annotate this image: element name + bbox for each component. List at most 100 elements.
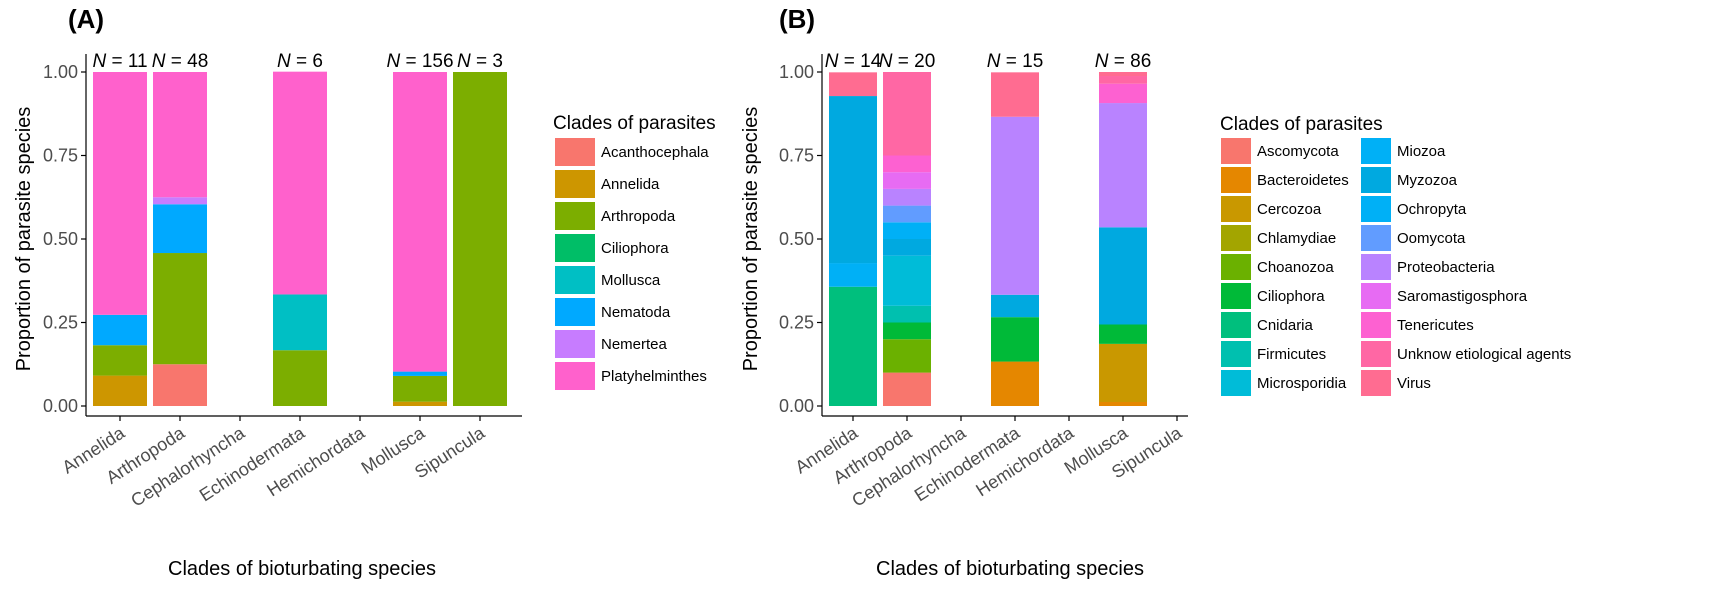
- legend-swatch: [1221, 225, 1251, 251]
- panel-label: (B): [779, 4, 815, 34]
- bar-segment: [1099, 343, 1147, 402]
- bar-segment: [991, 72, 1039, 117]
- x-axis-title: Clades of bioturbating species: [168, 558, 436, 580]
- legend-swatch: [1361, 196, 1391, 222]
- legend-label: Nematoda: [601, 304, 671, 321]
- legend-label: Oomycota: [1397, 230, 1466, 247]
- bar-segment: [153, 364, 207, 406]
- legend-swatch: [1361, 254, 1391, 280]
- legend-label: Acanthocephala: [601, 144, 709, 161]
- x-axis-title: Clades of bioturbating species: [876, 558, 1144, 580]
- legend-label: Firmicutes: [1257, 346, 1326, 363]
- bar-segment: [1099, 103, 1147, 228]
- y-tick-label: 0.25: [43, 313, 78, 333]
- panel-b: (B)0.000.250.500.751.00AnnelidaArthropod…: [740, 4, 1571, 580]
- bar-segment: [393, 401, 447, 406]
- n-count-label: N = 11: [92, 51, 147, 72]
- y-tick-label: 1.00: [779, 62, 814, 82]
- bar-segment: [273, 71, 327, 295]
- legend-label: Platyhelminthes: [601, 368, 707, 385]
- n-count-label: N = 86: [1095, 51, 1152, 72]
- legend-swatch: [1361, 341, 1391, 367]
- x-tick-label: Echinodermata: [196, 422, 309, 505]
- legend-swatch: [555, 266, 595, 294]
- bar-segment: [883, 339, 931, 373]
- legend-title: Clades of parasites: [553, 113, 716, 134]
- bar-segment: [1099, 76, 1147, 84]
- y-tick-label: 0.00: [779, 396, 814, 416]
- legend-swatch: [1221, 167, 1251, 193]
- bar-segment: [1099, 72, 1147, 77]
- bar-segment: [153, 72, 207, 198]
- bar-segment: [883, 305, 931, 323]
- legend-label: Arthropoda: [601, 208, 676, 225]
- legend-swatch: [1221, 283, 1251, 309]
- legend-swatch: [1361, 225, 1391, 251]
- y-tick-label: 0.50: [43, 229, 78, 249]
- bar-segment: [393, 72, 447, 372]
- legend-swatch: [555, 170, 595, 198]
- legend-label: Proteobacteria: [1397, 259, 1495, 276]
- bar-segment: [273, 350, 327, 406]
- bar-segment: [93, 345, 147, 376]
- legend-label: Mollusca: [601, 272, 661, 289]
- bar-segment: [1099, 401, 1147, 406]
- n-count-label: N = 20: [879, 51, 936, 72]
- legend-label: Bacteroidetes: [1257, 172, 1349, 189]
- legend-swatch: [555, 138, 595, 166]
- bar-segment: [991, 317, 1039, 362]
- bar-segment: [153, 197, 207, 205]
- legend-title: Clades of parasites: [1220, 114, 1383, 135]
- legend-label: Cnidaria: [1257, 317, 1314, 334]
- bar-segment: [883, 222, 931, 239]
- bar-segment: [1099, 324, 1147, 344]
- bar-segment: [991, 361, 1039, 406]
- y-axis-title: Proportion of parasite species: [740, 107, 762, 372]
- n-count-label: N = 3: [457, 51, 503, 72]
- legend-label: Tenericutes: [1397, 317, 1474, 334]
- bar-segment: [883, 172, 931, 189]
- y-tick-label: 0.50: [779, 229, 814, 249]
- bar-segment: [991, 294, 1039, 318]
- legend-label: Microsporidia: [1257, 375, 1347, 392]
- legend-label: Ciliophora: [601, 240, 669, 257]
- legend-swatch: [1221, 341, 1251, 367]
- legend-label: Ciliophora: [1257, 288, 1325, 305]
- legend-swatch: [1361, 312, 1391, 338]
- bar-segment: [883, 72, 931, 156]
- y-axis-title: Proportion of parasite species: [13, 107, 35, 372]
- bar-segment: [273, 294, 327, 351]
- legend-swatch: [1361, 283, 1391, 309]
- n-count-label: N = 15: [987, 51, 1044, 72]
- legend-swatch: [555, 298, 595, 326]
- legend-swatch: [1221, 196, 1251, 222]
- legend-swatch: [1361, 138, 1391, 164]
- legend-swatch: [1221, 370, 1251, 396]
- legend-label: Cercozoa: [1257, 201, 1322, 218]
- bar-segment: [93, 375, 147, 406]
- legend-label: Miozoa: [1397, 143, 1446, 160]
- n-count-label: N = 48: [152, 51, 209, 72]
- legend-label: Virus: [1397, 375, 1431, 392]
- bar-segment: [1099, 83, 1147, 104]
- bar-segment: [153, 253, 207, 365]
- legend-swatch: [1221, 254, 1251, 280]
- legend-swatch: [555, 330, 595, 358]
- bar-segment: [883, 205, 931, 223]
- legend-label: Unknow etiological agents: [1397, 346, 1571, 363]
- legend-label: Ascomycota: [1257, 143, 1339, 160]
- bar-segment: [829, 96, 877, 264]
- legend-swatch: [1221, 312, 1251, 338]
- n-count-label: N = 156: [386, 51, 453, 72]
- legend-label: Saromastigosphora: [1397, 288, 1528, 305]
- legend-label: Myzozoa: [1397, 172, 1458, 189]
- y-tick-label: 0.75: [43, 146, 78, 166]
- y-tick-label: 1.00: [43, 62, 78, 82]
- bar-segment: [93, 314, 147, 346]
- bar-segment: [829, 263, 877, 287]
- legend-label: Choanozoa: [1257, 259, 1334, 276]
- bar-segment: [393, 371, 447, 376]
- legend-label: Annelida: [601, 176, 660, 193]
- legend-label: Nemertea: [601, 336, 668, 353]
